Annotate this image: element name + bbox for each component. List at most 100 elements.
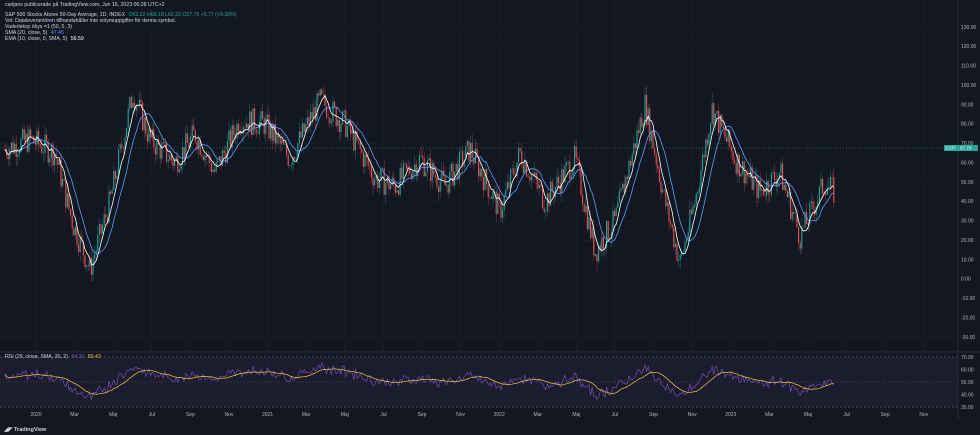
candle-body bbox=[468, 141, 470, 162]
price-axis-tick: 20.00 bbox=[961, 238, 974, 244]
candle-body bbox=[812, 201, 814, 210]
candle-body bbox=[462, 151, 464, 167]
candle-body bbox=[95, 250, 97, 255]
candle-body bbox=[367, 157, 369, 166]
candle-body bbox=[116, 175, 118, 179]
candle-body bbox=[697, 191, 699, 195]
candle-body bbox=[313, 107, 315, 119]
candle-body bbox=[399, 167, 401, 195]
candle-body bbox=[481, 168, 483, 178]
candle-body bbox=[807, 223, 809, 225]
candle-body bbox=[529, 177, 531, 181]
candle-body bbox=[210, 163, 212, 172]
candle-body bbox=[713, 103, 715, 126]
candle-body bbox=[615, 207, 617, 217]
candle-body bbox=[375, 175, 377, 181]
candle-body bbox=[511, 168, 513, 170]
time-axis-tick: Jul bbox=[612, 412, 618, 418]
candle-body bbox=[465, 145, 467, 160]
time-axis-tick: Sep bbox=[418, 412, 427, 418]
price-axis-tick: 60.00 bbox=[961, 160, 974, 166]
candle-body bbox=[545, 210, 547, 212]
legend-rsi-row[interactable]: RSI (29, close, SMA, 20, 2) 54.32 50.43 bbox=[5, 354, 103, 360]
candle-body bbox=[521, 150, 523, 166]
candle-body bbox=[326, 106, 328, 118]
candle-body bbox=[398, 190, 400, 195]
tradingview-logo[interactable]: ◢◤ TradingView bbox=[4, 427, 46, 433]
candle-body bbox=[295, 157, 297, 159]
candle-body bbox=[502, 209, 504, 218]
legend-symbol-row[interactable]: S&P 500 Stocks Above 50-Day Average, 1D,… bbox=[5, 12, 238, 18]
candle-body bbox=[92, 259, 94, 275]
candle-body bbox=[415, 164, 417, 177]
candle-body bbox=[730, 146, 732, 152]
candle-body bbox=[26, 133, 28, 152]
candle-body bbox=[191, 125, 193, 137]
candle-body bbox=[625, 176, 627, 193]
candle-body bbox=[767, 180, 769, 194]
candle-body bbox=[695, 194, 697, 205]
legend-vaderlek[interactable]: Vaderleksy ökys =1 (50, 5, 3) bbox=[5, 24, 72, 30]
candle-body bbox=[556, 176, 558, 188]
candle-body bbox=[145, 117, 147, 134]
candle-body bbox=[762, 189, 764, 195]
candle-body bbox=[802, 226, 804, 228]
candle-body bbox=[634, 143, 636, 149]
candle-body bbox=[607, 221, 609, 240]
candle-body bbox=[300, 131, 302, 138]
candle-body bbox=[425, 171, 427, 177]
candle-body bbox=[575, 146, 577, 158]
legend-ohlc: O62.22 H68.18 L62.22 C67.79 +5.77 (+9.30… bbox=[128, 12, 237, 18]
candle-body bbox=[348, 119, 350, 127]
candle-body bbox=[254, 108, 256, 130]
candle-body bbox=[193, 125, 195, 131]
candle-body bbox=[444, 175, 446, 186]
candle-body bbox=[590, 216, 592, 238]
candle-body bbox=[588, 216, 590, 230]
candle-body bbox=[49, 157, 51, 163]
candle-body bbox=[362, 152, 364, 167]
legend-ema-row[interactable]: EMA (10, close, 0, SMA, 5) 56.59 bbox=[5, 36, 86, 42]
price-axis-tick: 120.00 bbox=[961, 44, 977, 50]
candle-body bbox=[478, 156, 480, 177]
candle-body bbox=[314, 107, 316, 121]
candle-body bbox=[722, 125, 724, 129]
candle-body bbox=[476, 148, 478, 157]
time-axis-tick: 2022 bbox=[494, 412, 505, 418]
candle-body bbox=[223, 150, 225, 154]
candle-body bbox=[490, 196, 492, 199]
time-axis-tick: 2020 bbox=[30, 412, 41, 418]
candle-body bbox=[121, 144, 123, 148]
candle-body bbox=[430, 158, 432, 182]
candle-body bbox=[724, 128, 726, 138]
candle-body bbox=[753, 178, 755, 190]
candle-body bbox=[497, 193, 499, 214]
price-axis-tick: 100.00 bbox=[961, 83, 977, 89]
candle-body bbox=[638, 130, 640, 134]
candle-body bbox=[740, 173, 742, 177]
legend-sma-row[interactable]: SMA (20, close, 5) 47.45 bbox=[5, 30, 66, 36]
candle-body bbox=[28, 129, 30, 152]
candle-body bbox=[54, 154, 56, 166]
candle-body bbox=[772, 172, 774, 174]
candle-body bbox=[655, 154, 657, 165]
candle-body bbox=[542, 186, 544, 209]
candle-body bbox=[564, 165, 566, 183]
candle-body bbox=[226, 140, 228, 163]
candle-body bbox=[598, 245, 600, 262]
candle-body bbox=[382, 168, 384, 169]
candle-body bbox=[601, 237, 603, 251]
candle-body bbox=[401, 167, 403, 180]
candle-body bbox=[690, 209, 692, 214]
candle-body bbox=[65, 180, 67, 208]
candle-body bbox=[786, 190, 788, 198]
candle-body bbox=[793, 211, 795, 214]
candle-body bbox=[770, 173, 772, 195]
time-axis-tick: Jul bbox=[380, 412, 386, 418]
candle-body bbox=[514, 174, 516, 177]
candle-body bbox=[566, 162, 568, 166]
candle-body bbox=[428, 158, 430, 161]
candle-body bbox=[178, 169, 180, 173]
candle-body bbox=[540, 185, 542, 187]
